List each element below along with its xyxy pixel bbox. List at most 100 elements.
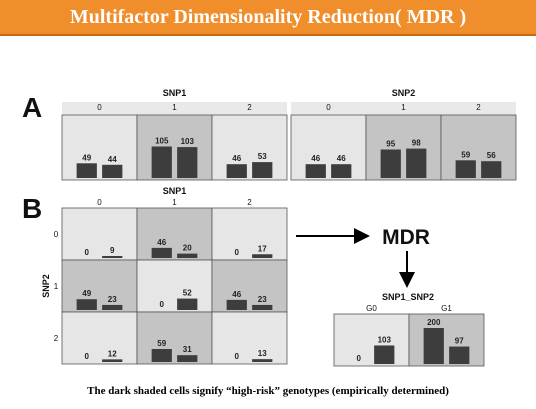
cell-background xyxy=(440,114,517,181)
bar-value-label: 23 xyxy=(108,295,117,304)
bar-value-label: 59 xyxy=(461,150,470,159)
bar-value-label: 13 xyxy=(258,349,267,358)
bar-value-label: 23 xyxy=(258,295,267,304)
bar xyxy=(151,349,172,362)
genotype-label: 1 xyxy=(401,103,406,112)
row-label: 0 xyxy=(54,230,59,239)
bar xyxy=(151,247,172,258)
bar-value-label: 53 xyxy=(258,152,267,161)
bar xyxy=(177,355,198,362)
bar-value-label: 9 xyxy=(110,246,115,255)
cell-background xyxy=(136,259,213,313)
bar xyxy=(177,147,198,178)
genotype-label: 0 xyxy=(326,103,331,112)
group-title: SNP1 xyxy=(163,88,187,98)
cell-background xyxy=(290,114,367,181)
bar xyxy=(226,164,247,178)
genotype-cell: 49 44 xyxy=(61,114,138,181)
bar-value-label: 105 xyxy=(155,137,169,146)
bar xyxy=(76,299,97,310)
bar xyxy=(102,256,123,258)
snp-group-snp2: SNP2 0 46 46 1 95 98 2 59 56 xyxy=(290,88,517,181)
bar xyxy=(252,254,273,258)
bar-value-label: 44 xyxy=(108,155,117,164)
genotype-cell: 46 53 xyxy=(211,114,288,181)
genotype-label: 0 xyxy=(97,103,102,112)
bar-value-label: 98 xyxy=(412,139,421,148)
bar-value-label: 103 xyxy=(378,335,392,344)
bar xyxy=(102,164,123,178)
genotype-cell: 0 52 xyxy=(136,259,213,313)
col-title: SNP1 xyxy=(163,186,187,196)
bar-value-label: 49 xyxy=(82,153,91,162)
genotype-cell: 0 12 xyxy=(61,311,138,365)
genotype-label: 2 xyxy=(247,103,252,112)
genotype-cell: 46 23 xyxy=(211,259,288,313)
bar-value-label: 46 xyxy=(311,154,320,163)
bar xyxy=(455,160,476,178)
col-label: 1 xyxy=(172,198,177,207)
snp-group-snp1: SNP1 0 49 44 1 105 103 2 46 53 xyxy=(61,88,288,181)
result-cell: 0 103 xyxy=(333,313,410,367)
col-label: 0 xyxy=(97,198,102,207)
cell-background xyxy=(61,114,138,181)
result-genotype-label: G1 xyxy=(441,304,452,313)
bar-value-label: 46 xyxy=(232,154,241,163)
genotype-cell: 95 98 xyxy=(365,114,442,181)
bar-value-label: 59 xyxy=(157,339,166,348)
bar xyxy=(380,149,401,178)
cell-background xyxy=(61,311,138,365)
bar-value-label: 31 xyxy=(183,345,192,354)
bar xyxy=(226,299,247,310)
page-title: Multifactor Dimensionality Reduction( MD… xyxy=(69,5,467,28)
cell-background xyxy=(333,313,410,367)
bar-value-label: 46 xyxy=(337,154,346,163)
bar-value-label: 0 xyxy=(357,354,362,363)
bar xyxy=(177,253,198,258)
genotype-cell: 0 13 xyxy=(211,311,288,365)
genotype-cell: 49 23 xyxy=(61,259,138,313)
bar-value-label: 20 xyxy=(183,244,192,253)
cell-background xyxy=(211,259,288,313)
title-banner: Multifactor Dimensionality Reduction( MD… xyxy=(0,0,536,36)
cell-background xyxy=(365,114,442,181)
bar xyxy=(102,304,123,310)
bar-value-label: 0 xyxy=(235,248,240,257)
bar-value-label: 46 xyxy=(232,290,241,299)
result-cell: 200 97 xyxy=(408,313,485,367)
panel-a-letter: A xyxy=(22,92,42,123)
cell-background xyxy=(211,114,288,181)
bar-value-label: 46 xyxy=(157,238,166,247)
bar-value-label: 0 xyxy=(235,352,240,361)
cell-background xyxy=(136,114,213,181)
bar xyxy=(449,346,470,364)
genotype-cell: 105 103 xyxy=(136,114,213,181)
bar-value-label: 0 xyxy=(160,300,165,309)
bar-value-label: 52 xyxy=(183,289,192,298)
header-band xyxy=(62,102,287,115)
row-label: 2 xyxy=(54,334,59,343)
bar xyxy=(252,359,273,362)
caption: The dark shaded cells signify “high-risk… xyxy=(87,385,449,397)
cell-background xyxy=(61,259,138,313)
genotype-label: 1 xyxy=(172,103,177,112)
panel-b-letter: B xyxy=(22,193,42,224)
col-label: 2 xyxy=(247,198,252,207)
cell-background xyxy=(136,207,213,261)
bar-value-label: 17 xyxy=(258,244,267,253)
cell-background xyxy=(61,207,138,261)
bar xyxy=(374,345,395,364)
bar xyxy=(252,162,273,178)
genotype-cell: 46 46 xyxy=(290,114,367,181)
bar xyxy=(406,148,427,178)
bar xyxy=(423,328,444,364)
bar-value-label: 103 xyxy=(181,137,195,146)
cell-background xyxy=(211,311,288,365)
bar-value-label: 0 xyxy=(85,248,90,257)
bar-value-label: 12 xyxy=(108,349,117,358)
bar xyxy=(76,163,97,178)
